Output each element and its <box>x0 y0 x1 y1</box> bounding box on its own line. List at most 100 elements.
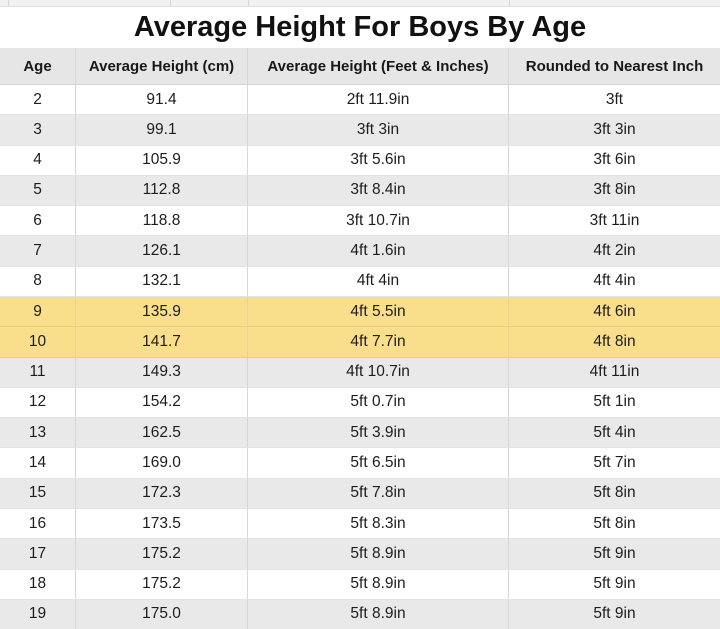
cell-rounded: 4ft 6in <box>593 302 636 320</box>
cell-ftin: 5ft 7.8in <box>248 478 509 508</box>
column-header-age: Age <box>0 48 76 84</box>
cell-rounded: 4ft 11in <box>589 363 640 381</box>
cell-age: 12 <box>0 387 76 418</box>
cell-age: 18 <box>0 569 76 599</box>
grid-line <box>170 0 171 6</box>
cell-age: 15 <box>0 478 76 508</box>
cell-ftin: 4ft 4in <box>248 266 509 296</box>
cell-age: 6 <box>0 206 76 236</box>
table-row: 14 169.0 5ft 6.5in 5ft 7in <box>0 448 720 479</box>
cell-rounded: 3ft 8in <box>593 181 636 199</box>
cell-cm: 172.3 <box>76 478 248 508</box>
cell-age: 13 <box>0 418 76 448</box>
cell-ftin: 3ft 3in <box>248 115 509 145</box>
grid-line <box>8 0 9 6</box>
cell-cm: 169.0 <box>76 448 248 478</box>
table-row: 4 105.9 3ft 5.6in 3ft 6in <box>0 145 720 176</box>
table-row: 6 118.8 3ft 10.7in 3ft 11in <box>0 206 720 237</box>
cell-ftin: 5ft 8.9in <box>248 539 509 569</box>
cell-ftin: 5ft 8.9in <box>248 569 509 599</box>
grid-line <box>248 0 249 6</box>
table-row: 11 149.3 4ft 10.7in 4ft 11in <box>0 357 720 388</box>
cell-rounded: 4ft 4in <box>593 272 636 290</box>
cell-age: 3 <box>0 115 76 145</box>
cell-cm: 149.3 <box>76 357 248 387</box>
cell-ftin: 3ft 8.4in <box>248 175 509 206</box>
clipped-cells-strip <box>0 0 720 7</box>
table-row: 17 175.2 5ft 8.9in 5ft 9in <box>0 539 720 570</box>
cell-ftin: 4ft 1.6in <box>248 236 509 266</box>
column-header-cm: Average Height (cm) <box>76 48 248 84</box>
cell-cm: 175.0 <box>76 599 248 629</box>
cell-cm: 173.5 <box>76 508 248 539</box>
table-row: 2 91.4 2ft 11.9in 3ft <box>0 85 720 116</box>
table-row: 9 135.9 4ft 5.5in 4ft 6in <box>0 296 720 328</box>
table-row: 16 173.5 5ft 8.3in 5ft 8in <box>0 508 720 540</box>
height-table: Age Average Height (cm) Average Height (… <box>0 48 720 629</box>
cell-ftin: 3ft 5.6in <box>248 145 509 175</box>
cell-cm: 162.5 <box>76 418 248 448</box>
cell-ftin: 4ft 5.5in <box>248 296 509 327</box>
table-row: 13 162.5 5ft 3.9in 5ft 4in <box>0 418 720 449</box>
column-header-ftin: Average Height (Feet & Inches) <box>248 48 509 84</box>
cell-ftin: 5ft 8.9in <box>248 599 509 629</box>
cell-age: 2 <box>0 85 76 115</box>
cell-rounded: 5ft 9in <box>593 575 636 593</box>
cell-age: 17 <box>0 539 76 569</box>
cell-cm: 99.1 <box>76 115 248 145</box>
cell-cm: 118.8 <box>76 206 248 236</box>
cell-rounded: 3ft 3in <box>593 120 636 138</box>
cell-age: 8 <box>0 266 76 296</box>
cell-cm: 154.2 <box>76 387 248 418</box>
cell-cm: 135.9 <box>76 296 248 327</box>
cell-age: 14 <box>0 448 76 478</box>
cell-cm: 91.4 <box>76 85 248 115</box>
cell-age: 19 <box>0 599 76 629</box>
cell-ftin: 5ft 8.3in <box>248 508 509 539</box>
cell-cm: 105.9 <box>76 145 248 175</box>
cell-rounded: 3ft <box>605 90 624 108</box>
cell-age: 11 <box>0 357 76 387</box>
cell-rounded: 5ft 7in <box>593 454 636 472</box>
cell-ftin: 3ft 10.7in <box>248 206 509 236</box>
cell-cm: 141.7 <box>76 327 248 357</box>
cell-age: 4 <box>0 145 76 175</box>
cell-ftin: 4ft 10.7in <box>248 357 509 387</box>
table-row: 7 126.1 4ft 1.6in 4ft 2in <box>0 236 720 267</box>
cell-age: 10 <box>0 327 76 357</box>
table-row: 15 172.3 5ft 7.8in 5ft 8in <box>0 478 720 509</box>
cell-cm: 126.1 <box>76 236 248 266</box>
cell-cm: 112.8 <box>76 175 248 206</box>
cell-ftin: 5ft 0.7in <box>248 387 509 418</box>
table-row: 8 132.1 4ft 4in 4ft 4in <box>0 266 720 297</box>
table-header-row: Age Average Height (cm) Average Height (… <box>0 48 720 85</box>
cell-age: 7 <box>0 236 76 266</box>
cell-ftin: 5ft 6.5in <box>248 448 509 478</box>
cell-rounded: 3ft 11in <box>589 211 640 229</box>
cell-ftin: 2ft 11.9in <box>248 85 509 115</box>
column-header-rounded: Rounded to Nearest Inch <box>525 57 704 75</box>
table-row: 5 112.8 3ft 8.4in 3ft 8in <box>0 175 720 207</box>
table-row: 19 175.0 5ft 8.9in 5ft 9in <box>0 599 720 629</box>
cell-age: 5 <box>0 175 76 206</box>
cell-rounded: 5ft 4in <box>593 423 636 441</box>
cell-rounded: 4ft 2in <box>593 242 636 260</box>
title-bar: Average Height For Boys By Age <box>0 7 720 48</box>
cell-cm: 132.1 <box>76 266 248 296</box>
cell-rounded: 4ft 8in <box>593 332 636 350</box>
cell-age: 16 <box>0 508 76 539</box>
table-row: 12 154.2 5ft 0.7in 5ft 1in <box>0 387 720 419</box>
cell-rounded: 5ft 1in <box>593 393 636 411</box>
table-row: 10 141.7 4ft 7.7in 4ft 8in <box>0 327 720 358</box>
cell-ftin: 5ft 3.9in <box>248 418 509 448</box>
cell-cm: 175.2 <box>76 539 248 569</box>
cell-cm: 175.2 <box>76 569 248 599</box>
cell-rounded: 5ft 9in <box>593 544 636 562</box>
table-body: 2 91.4 2ft 11.9in 3ft 3 99.1 3ft 3in 3ft 3in 4 10… <box>0 85 720 629</box>
cell-rounded: 5ft 8in <box>593 484 636 502</box>
cell-rounded: 5ft 9in <box>593 605 636 623</box>
table-row: 18 175.2 5ft 8.9in 5ft 9in <box>0 569 720 600</box>
cell-ftin: 4ft 7.7in <box>248 327 509 357</box>
cell-rounded: 5ft 8in <box>593 514 636 532</box>
